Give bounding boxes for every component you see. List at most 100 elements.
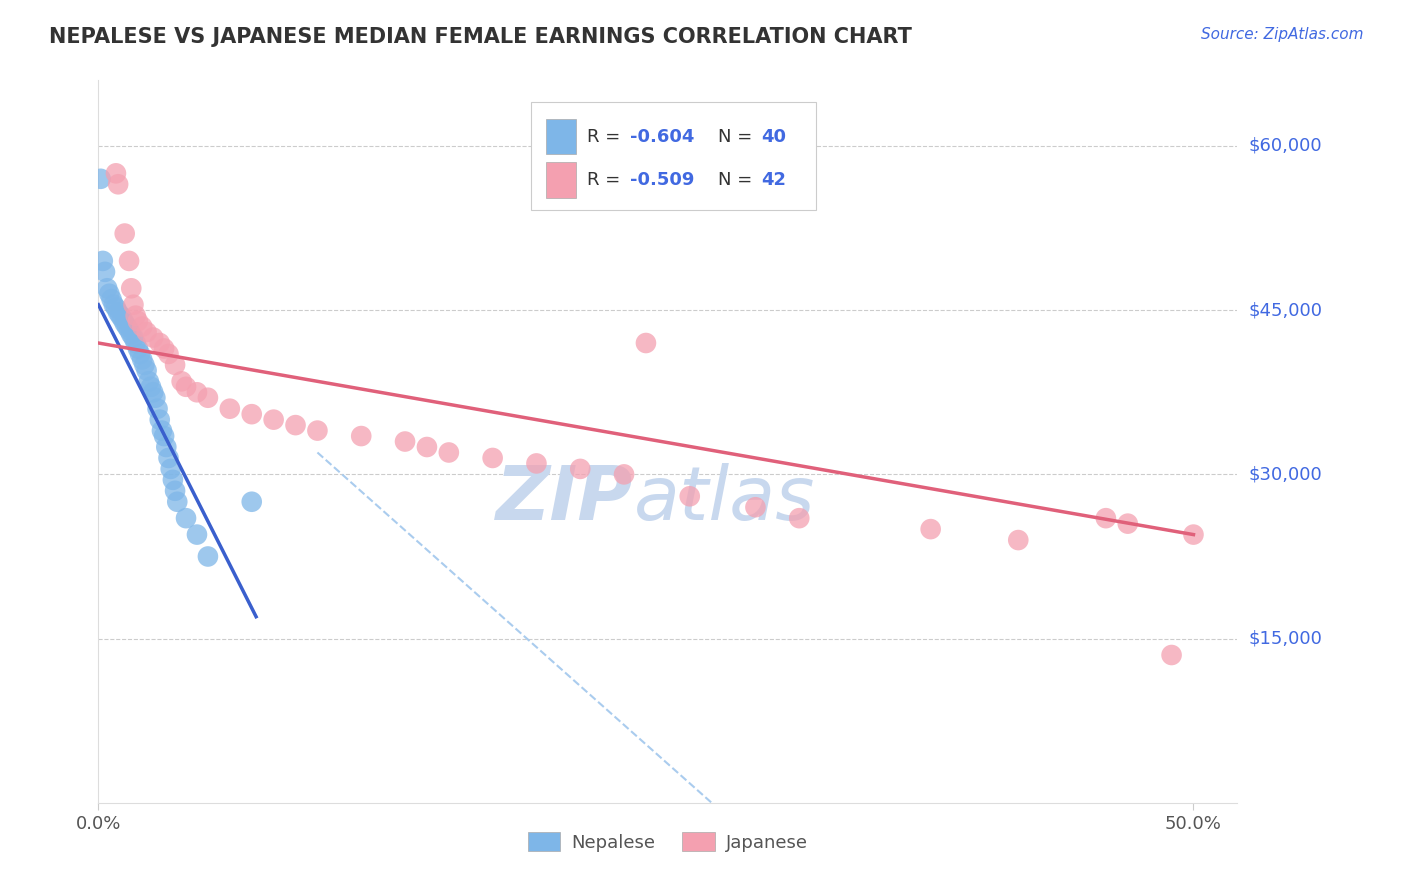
Point bbox=[481, 450, 503, 465]
Point bbox=[166, 494, 188, 508]
Text: R =: R = bbox=[586, 128, 626, 145]
Point bbox=[124, 309, 146, 323]
Point bbox=[240, 407, 263, 421]
Point bbox=[1007, 533, 1029, 547]
Point bbox=[284, 418, 307, 433]
Point bbox=[526, 457, 548, 471]
Text: N =: N = bbox=[718, 128, 758, 145]
Point bbox=[120, 281, 142, 295]
Point bbox=[679, 489, 702, 503]
Point bbox=[153, 342, 176, 356]
Point bbox=[131, 319, 153, 334]
Point bbox=[613, 467, 636, 482]
Text: $30,000: $30,000 bbox=[1249, 466, 1322, 483]
Point bbox=[96, 281, 118, 295]
Point bbox=[1182, 527, 1205, 541]
Point bbox=[157, 450, 180, 465]
Point bbox=[186, 527, 208, 541]
Legend: Nepalese, Japanese: Nepalese, Japanese bbox=[520, 825, 815, 859]
Point bbox=[104, 166, 127, 180]
Point bbox=[98, 286, 121, 301]
Point bbox=[114, 227, 136, 241]
Point bbox=[135, 363, 157, 377]
Point bbox=[186, 385, 208, 400]
Point bbox=[94, 265, 117, 279]
Point bbox=[110, 309, 132, 323]
Text: 42: 42 bbox=[761, 171, 786, 189]
Point bbox=[122, 330, 145, 344]
Point bbox=[127, 314, 149, 328]
Point bbox=[153, 429, 176, 443]
Point bbox=[124, 336, 146, 351]
Point bbox=[139, 380, 162, 394]
Point bbox=[134, 358, 156, 372]
Point bbox=[129, 347, 152, 361]
Point bbox=[744, 500, 766, 515]
Point bbox=[118, 253, 141, 268]
Point bbox=[157, 347, 180, 361]
Point bbox=[155, 440, 177, 454]
Point bbox=[416, 440, 439, 454]
Point bbox=[91, 253, 114, 268]
Point bbox=[240, 494, 263, 508]
Point bbox=[1095, 511, 1118, 525]
FancyBboxPatch shape bbox=[546, 119, 575, 154]
Point bbox=[174, 511, 197, 525]
Point bbox=[135, 325, 157, 339]
Point bbox=[1116, 516, 1139, 531]
Text: ZIP: ZIP bbox=[496, 463, 634, 536]
Point bbox=[120, 327, 142, 342]
Point bbox=[1160, 648, 1182, 662]
Point bbox=[100, 292, 122, 306]
Point bbox=[218, 401, 240, 416]
Point bbox=[107, 305, 129, 319]
Point bbox=[165, 358, 187, 372]
Point bbox=[569, 462, 592, 476]
Point bbox=[197, 549, 219, 564]
Point bbox=[165, 483, 187, 498]
Point bbox=[115, 319, 138, 334]
Point bbox=[131, 352, 153, 367]
Text: Source: ZipAtlas.com: Source: ZipAtlas.com bbox=[1201, 27, 1364, 42]
Point bbox=[114, 316, 136, 330]
Point bbox=[103, 298, 125, 312]
FancyBboxPatch shape bbox=[531, 102, 815, 211]
Point bbox=[159, 462, 181, 476]
Point bbox=[118, 323, 141, 337]
Text: NEPALESE VS JAPANESE MEDIAN FEMALE EARNINGS CORRELATION CHART: NEPALESE VS JAPANESE MEDIAN FEMALE EARNI… bbox=[49, 27, 912, 46]
Point bbox=[142, 385, 165, 400]
Text: atlas: atlas bbox=[634, 463, 815, 535]
Point bbox=[394, 434, 416, 449]
Point bbox=[149, 336, 172, 351]
Text: $45,000: $45,000 bbox=[1249, 301, 1323, 319]
Point bbox=[634, 336, 657, 351]
Point bbox=[111, 312, 134, 326]
Text: N =: N = bbox=[718, 171, 758, 189]
Point bbox=[162, 473, 184, 487]
Point bbox=[145, 391, 166, 405]
Text: $60,000: $60,000 bbox=[1249, 137, 1322, 155]
Point bbox=[307, 424, 329, 438]
Text: $15,000: $15,000 bbox=[1249, 630, 1322, 648]
Text: 40: 40 bbox=[761, 128, 786, 145]
FancyBboxPatch shape bbox=[546, 162, 575, 198]
Point bbox=[197, 391, 219, 405]
Point bbox=[104, 301, 127, 315]
Point bbox=[170, 374, 193, 388]
Point bbox=[90, 171, 112, 186]
Point bbox=[127, 342, 149, 356]
Point bbox=[142, 330, 165, 344]
Point bbox=[350, 429, 373, 443]
Point bbox=[146, 401, 169, 416]
Point bbox=[920, 522, 942, 536]
Point bbox=[787, 511, 810, 525]
Point bbox=[122, 298, 145, 312]
Point bbox=[107, 178, 129, 192]
Text: -0.604: -0.604 bbox=[630, 128, 695, 145]
Point bbox=[150, 424, 173, 438]
Point bbox=[149, 412, 172, 426]
Point bbox=[437, 445, 460, 459]
Text: R =: R = bbox=[586, 171, 626, 189]
Point bbox=[138, 374, 160, 388]
Point bbox=[174, 380, 197, 394]
